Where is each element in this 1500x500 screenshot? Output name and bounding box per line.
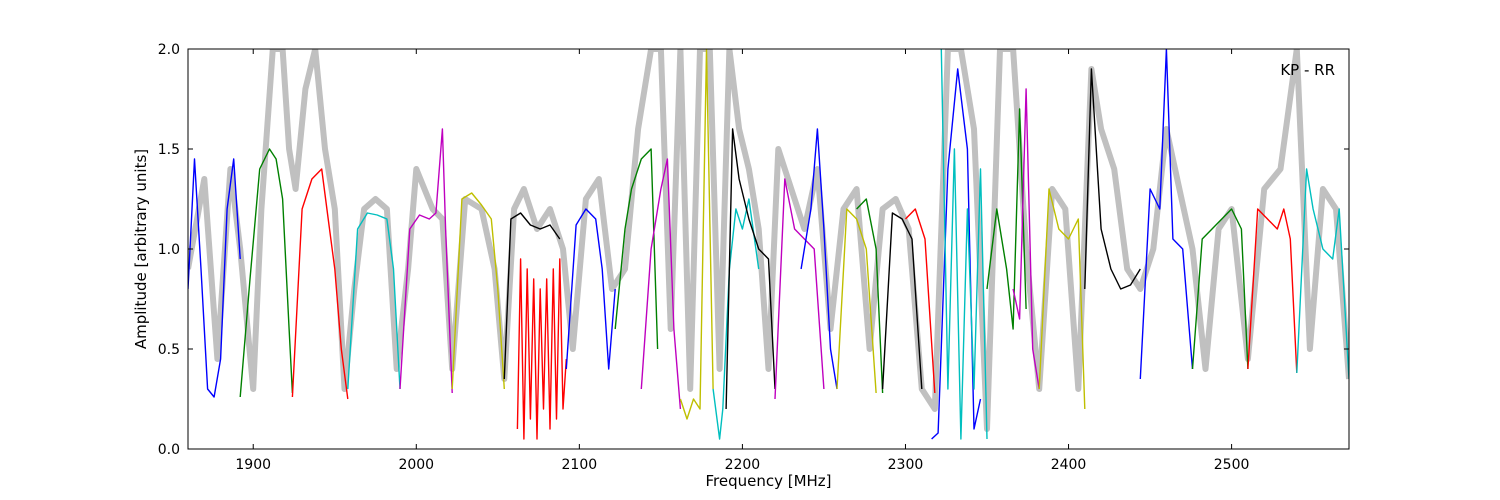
series-line-5 (451, 192, 505, 390)
ticks-layer: 1900 2000 2100 2200 2300 2400 2500 0.0 0.5 1.0 1.5… (158, 42, 1349, 473)
series-line-29 (1296, 168, 1349, 380)
y-tick-label: 1.5 (158, 142, 180, 158)
x-axis-label: Frequency [MHz] (705, 472, 831, 490)
series-line-16 (836, 208, 877, 394)
series-line-17 (856, 198, 884, 394)
series-line-9 (614, 148, 659, 350)
series-line-19 (905, 208, 936, 394)
y-tick-label: 1.0 (158, 242, 180, 258)
series-line-8 (565, 208, 616, 370)
series-line-24 (1038, 188, 1086, 410)
chart-annotation: KP - RR (1280, 61, 1335, 79)
series-line-26 (1139, 49, 1194, 380)
series-line-12 (712, 198, 760, 440)
series-line-14 (774, 178, 825, 400)
series-line-20 (931, 68, 982, 440)
x-tick-label: 2200 (725, 457, 761, 473)
series-layer (188, 49, 1349, 440)
series-line-28 (1247, 208, 1298, 374)
y-tick-label: 0.5 (158, 342, 180, 358)
series-line-1 (239, 148, 294, 398)
series-line-2 (291, 168, 349, 400)
series-line-23 (1012, 88, 1040, 390)
series-line-6 (503, 212, 561, 380)
y-tick-label: 2.0 (158, 42, 180, 58)
x-tick-label: 2000 (398, 457, 434, 473)
series-line-15 (800, 128, 838, 390)
series-line-18 (881, 212, 923, 390)
x-tick-label: 1900 (235, 457, 271, 473)
series-line-4 (399, 128, 453, 394)
series-line-0 (188, 158, 241, 398)
x-tick-label: 2400 (1051, 457, 1087, 473)
y-tick-label: 0.0 (158, 442, 180, 458)
series-line-13 (725, 128, 776, 410)
series-line-7 (516, 258, 567, 440)
series-line-21 (940, 49, 988, 440)
series-line-27 (1191, 208, 1249, 370)
x-tick-label: 2100 (562, 457, 598, 473)
background-series-layer (188, 49, 1349, 432)
series-line-3 (347, 212, 401, 390)
x-tick-label: 2300 (888, 457, 924, 473)
y-axis-label: Amplitude [arbitrary units] (132, 149, 150, 349)
series-line-22 (986, 108, 1027, 330)
series-line-10 (640, 158, 682, 410)
series-line-25 (1084, 68, 1141, 290)
x-tick-label: 2500 (1214, 457, 1250, 473)
background-series-line (188, 49, 1349, 432)
series-line-11 (679, 49, 714, 420)
